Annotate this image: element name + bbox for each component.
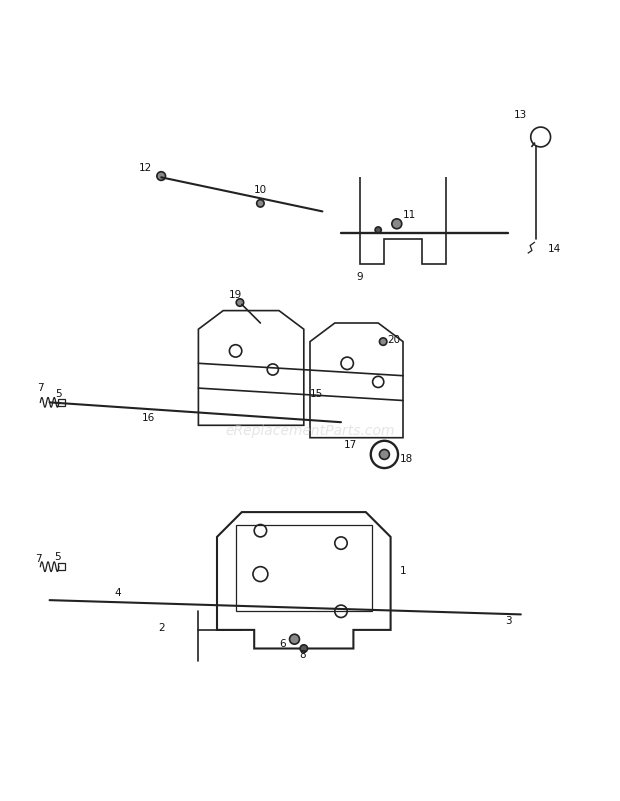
Text: 10: 10 (254, 185, 267, 195)
Bar (58, 399, 65, 406)
Text: eReplacementParts.com: eReplacementParts.com (225, 425, 395, 438)
Text: 7: 7 (37, 383, 43, 393)
Text: 12: 12 (139, 163, 153, 173)
Text: 9: 9 (356, 272, 363, 281)
Text: 8: 8 (299, 650, 306, 660)
Text: 7: 7 (35, 553, 42, 564)
Text: 2: 2 (158, 623, 164, 633)
Text: 4: 4 (115, 588, 121, 598)
Text: 14: 14 (548, 244, 562, 254)
Bar (236, 525, 372, 611)
Text: 13: 13 (514, 111, 528, 120)
Circle shape (290, 634, 299, 644)
Text: 5: 5 (56, 389, 62, 400)
Text: 1: 1 (400, 566, 406, 576)
Circle shape (236, 299, 244, 306)
Text: 6: 6 (279, 638, 285, 649)
Text: 17: 17 (343, 440, 357, 450)
Text: 18: 18 (399, 454, 413, 465)
Bar (58, 563, 65, 570)
Circle shape (257, 199, 264, 207)
Text: 3: 3 (505, 616, 511, 626)
Text: 16: 16 (142, 413, 156, 423)
Circle shape (379, 338, 387, 345)
Circle shape (392, 219, 402, 229)
Circle shape (375, 227, 381, 233)
Circle shape (300, 645, 308, 652)
Text: 19: 19 (229, 290, 242, 300)
Text: 15: 15 (309, 389, 323, 400)
Circle shape (157, 171, 166, 180)
Text: 5: 5 (55, 552, 61, 562)
Text: 20: 20 (387, 335, 401, 344)
Text: 11: 11 (402, 210, 416, 219)
Circle shape (379, 449, 389, 460)
